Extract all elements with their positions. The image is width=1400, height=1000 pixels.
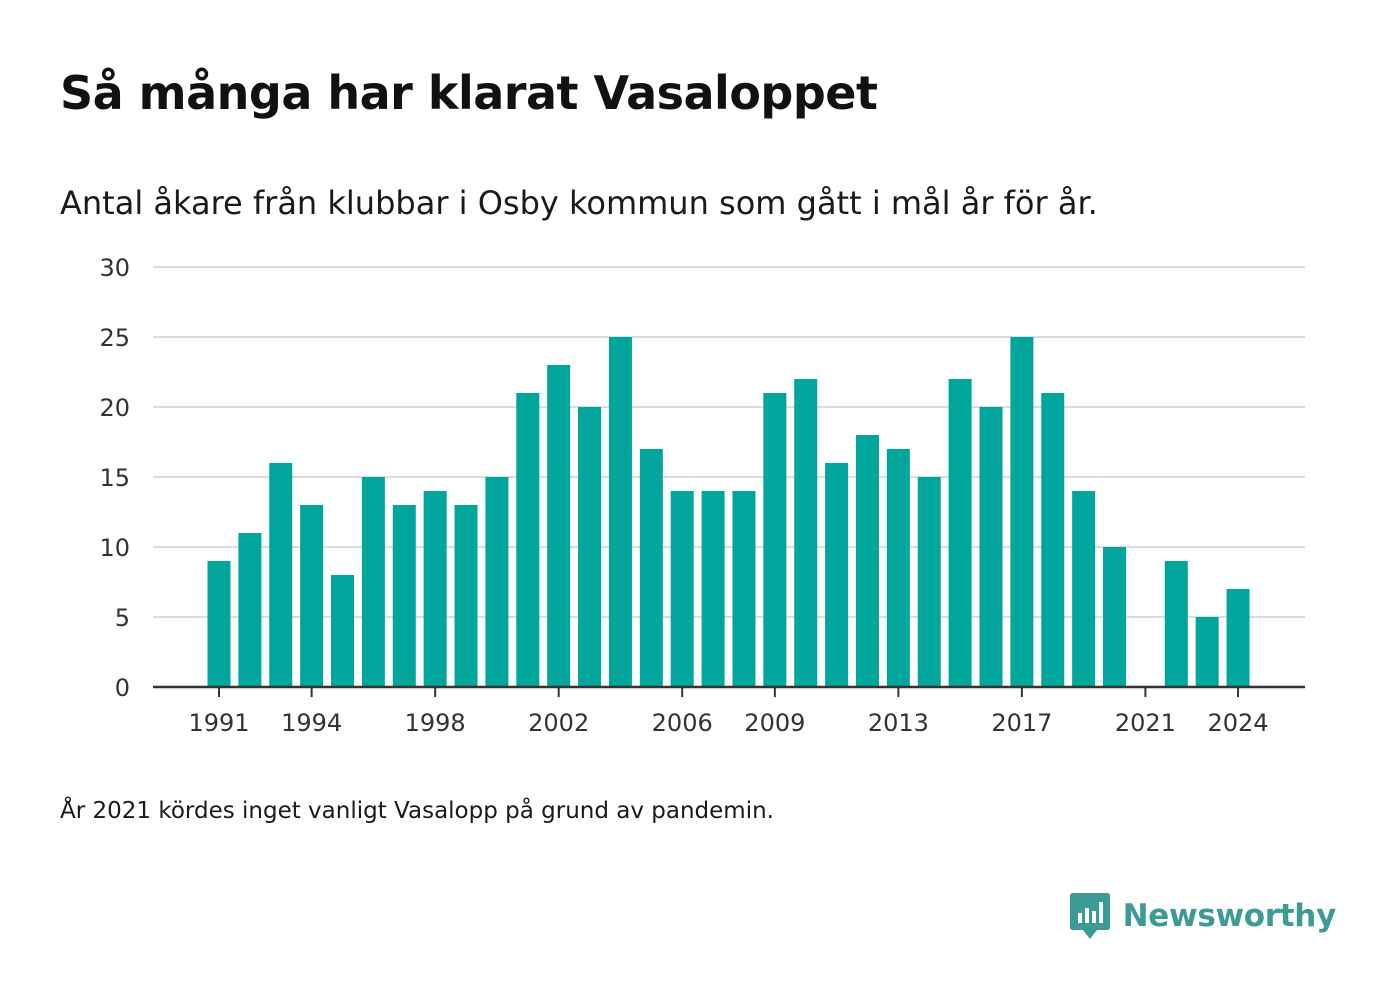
bar [516, 393, 540, 687]
bar [855, 435, 879, 687]
bar [825, 463, 849, 687]
bar [300, 505, 324, 687]
x-tick-label: 2024 [1208, 709, 1269, 737]
footnote: År 2021 kördes inget vanligt Vasalopp på… [60, 798, 774, 824]
bar [670, 491, 694, 687]
chart-subtitle: Antal åkare från klubbar i Osby kommun s… [60, 184, 1098, 222]
x-tick-label: 2021 [1115, 709, 1176, 737]
bar [1164, 561, 1188, 687]
bar [331, 575, 355, 687]
bar [701, 491, 725, 687]
bar [1041, 393, 1065, 687]
bar [547, 365, 571, 687]
x-tick-label: 2006 [652, 709, 713, 737]
x-tick-label: 2009 [744, 709, 805, 737]
y-tick-label: 10 [99, 534, 130, 562]
x-tick-label: 1998 [405, 709, 466, 737]
bar [763, 393, 787, 687]
x-tick-label: 2002 [528, 709, 589, 737]
bar [392, 505, 416, 687]
bar-chart: 0 5 10 15 20 25 30 1991 1994 1998 2002 2006 2009 201… [99, 254, 1305, 737]
bar [1103, 547, 1127, 687]
y-tick-label: 5 [115, 604, 130, 632]
bar [917, 477, 941, 687]
bar [1226, 589, 1250, 687]
bars [207, 337, 1250, 687]
brand-logo: Newsworthy [1069, 890, 1336, 942]
bar [608, 337, 632, 687]
brand-name: Newsworthy [1122, 898, 1337, 934]
bar [639, 449, 663, 687]
x-tick-label: 2013 [868, 709, 929, 737]
bar [578, 407, 602, 687]
bar [423, 491, 447, 687]
bar [485, 477, 509, 687]
bar [1072, 491, 1096, 687]
y-tick-label: 30 [99, 254, 130, 282]
y-axis-labels: 0 5 10 15 20 25 30 [99, 254, 130, 702]
bar [948, 379, 972, 687]
y-tick-label: 15 [99, 464, 130, 492]
chart-title: Så många har klarat Vasaloppet [60, 66, 878, 120]
bar [794, 379, 818, 687]
x-axis-labels: 1991 1994 1998 2002 2006 2009 2013 2017 2021 2024 [188, 709, 1268, 737]
x-tick-label: 2017 [991, 709, 1052, 737]
y-tick-label: 20 [99, 394, 130, 422]
y-tick-label: 0 [115, 674, 130, 702]
bar [1010, 337, 1034, 687]
x-tick-label: 1991 [188, 709, 249, 737]
bar [1195, 617, 1219, 687]
bar [207, 561, 231, 687]
bar [979, 407, 1003, 687]
bar [269, 463, 293, 687]
bar [238, 533, 262, 687]
bar [361, 477, 385, 687]
y-tick-label: 25 [99, 324, 130, 352]
grid-lines [153, 266, 1305, 618]
x-axis [153, 685, 1305, 697]
bar [732, 491, 756, 687]
chart-area: 0 5 10 15 20 25 30 1991 1994 1998 2002 2006 2009 201… [0, 240, 1400, 760]
newsworthy-logo-icon [1069, 893, 1110, 939]
bar [886, 449, 910, 687]
x-tick-label: 1994 [281, 709, 342, 737]
bar [454, 505, 478, 687]
